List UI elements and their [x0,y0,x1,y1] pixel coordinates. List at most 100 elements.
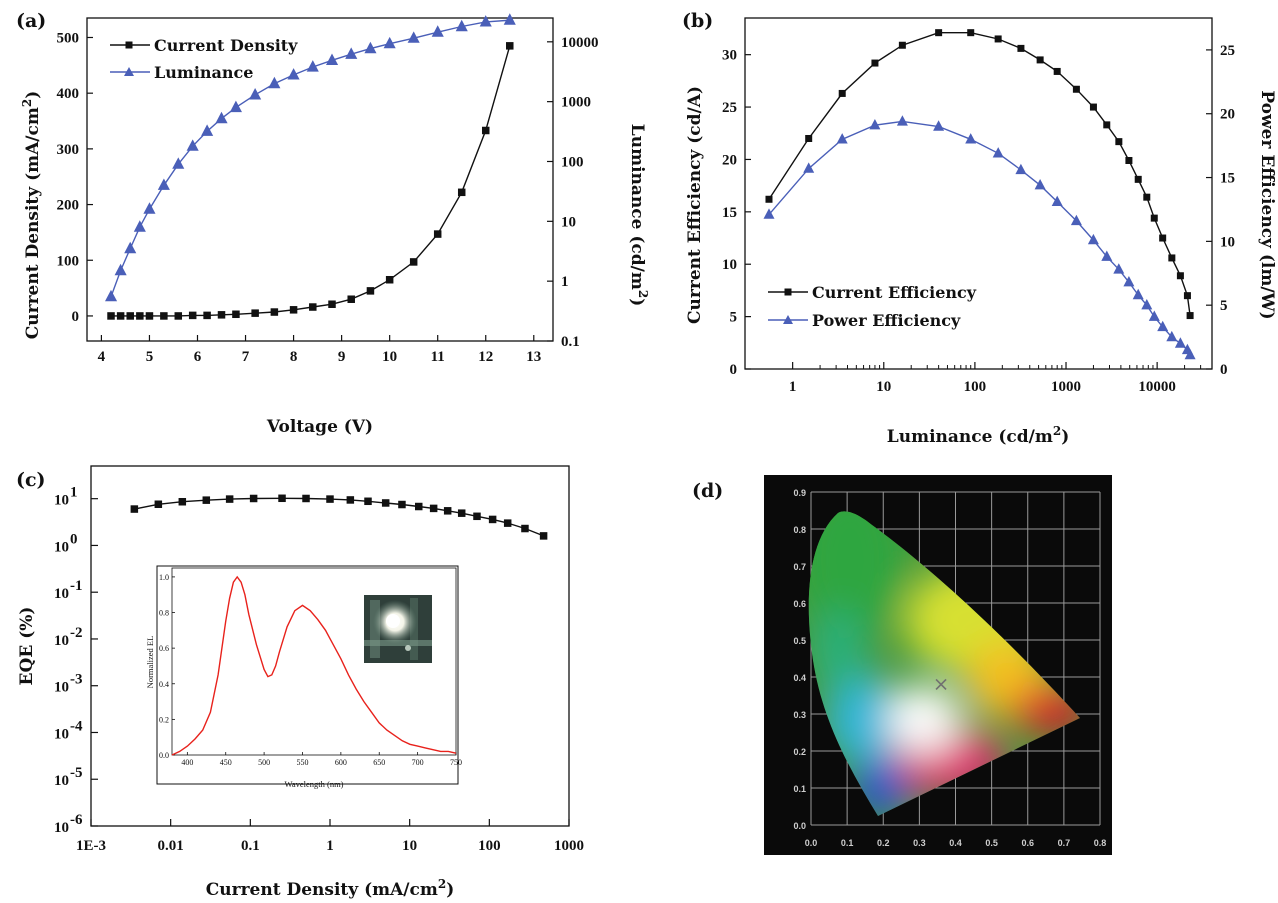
panel-b-frame [744,17,1213,370]
inset-y-tick-label: 0.0 [159,751,169,760]
current-efficiency-point [1176,272,1184,280]
y-tick-exponent: -6 [70,812,83,828]
current-density-point [174,312,183,320]
panel-c-y-title: EQE (%) [17,607,37,686]
inset-frame [171,567,457,756]
current-density-point [126,312,134,320]
y-tick-label: 200 [57,198,80,214]
luminance-point [133,220,146,232]
cie-point [935,678,947,690]
cie-y-tick-label: 0.2 [793,747,806,757]
x-tick-label: 7 [242,349,250,365]
inset-y-tick-label: 0.6 [159,644,169,653]
power-efficiency-point [965,133,977,144]
luminance-point [455,19,468,32]
current-density-point [107,312,115,320]
y-tick-label: 100 [57,253,80,269]
y-tick-label: 10 [722,257,737,273]
current-density-point [116,312,125,320]
y-tick-exponent: -1 [70,578,83,594]
current-density-point [270,308,279,316]
x-tick-label: 10 [402,838,417,854]
y2-tick-label: 10000 [561,35,599,51]
inset-y-tick-label: 0.4 [159,680,169,689]
power-efficiency-point [1034,179,1046,190]
current-efficiency-point [1150,214,1158,222]
x-tick-label: 10000 [1138,379,1176,395]
x-tick-label: 1 [789,379,797,395]
panel-a-x-ticks: 4 5 6 7 8 9 10 11 12 13 [98,335,541,365]
luminance-point [503,13,516,25]
cie-y-tick-label: 0.9 [793,488,806,498]
power-efficiency-point [933,120,945,131]
power-efficiency-point [1166,330,1178,342]
current-density-point [347,295,355,303]
panel-a-y2-ticks: 0.1 1 10 100 1000 10000 [547,35,599,350]
panel-c-label: (c) [16,469,46,491]
current-efficiency-point [1159,234,1167,242]
x-tick-label: 1E-3 [76,838,106,854]
y-tick-label: 10 [54,726,69,742]
y-tick-label: 10 [54,539,69,555]
current-efficiency-point [1125,156,1133,164]
cie-x-tick-label: 0.2 [877,838,890,848]
panel-b-series [763,29,1196,360]
y-tick-exponent: 1 [70,485,78,501]
legend-square-icon [784,288,792,296]
power-efficiency-point [869,119,881,130]
y-tick-label: 0 [72,309,80,325]
y2-tick-label: 25 [1220,43,1235,59]
luminance-point [364,41,377,54]
legend-triangle-icon [124,67,134,76]
luminance-point [383,36,396,49]
panel-d-label: (d) [692,480,723,502]
panel-b-legend: Current Efficiency Power Efficiency [768,283,977,330]
y-tick-label: 300 [57,142,80,158]
current-efficiency-point [967,29,975,37]
cie-x-tick-label: 0.1 [841,838,854,848]
panel-a-frame [86,17,554,342]
current-density-point [251,309,259,317]
legend-triangle-icon [783,315,793,324]
current-density-point [433,230,442,238]
y2-tick-label: 5 [1220,298,1228,314]
current-efficiency-point [765,195,773,203]
current-efficiency-point [1017,44,1025,52]
inset-y-ticks: 0.0 0.2 0.4 0.6 0.8 1.0 [159,573,175,760]
y2-tick-label: 1 [561,274,569,290]
luminance-point [172,157,185,169]
eqe-point [429,504,438,513]
y2-tick-label: 100 [561,154,584,170]
y-tick-exponent: -3 [70,672,83,688]
inset-series [171,575,457,756]
current-density-point [145,312,154,320]
inset-x-tick-label: 450 [220,758,232,767]
inset-x-tick-label: 750 [450,758,462,767]
cie-x-tick-label: 0.8 [1094,838,1107,848]
eqe-point [130,505,139,513]
cie-x-tick-label: 0.5 [985,838,998,848]
panel-b-y-ticks: 0 5 10 15 20 25 30 [722,48,751,378]
cie-marker-stroke [935,678,947,690]
x-tick-label: 100 [478,838,501,854]
current-efficiency-point [1036,56,1044,64]
y-tick-label: 10 [54,633,69,649]
current-density-point [481,126,490,135]
y-tick-label: 400 [57,86,80,102]
y2-tick-label: 0.1 [561,334,580,350]
luminance-point [287,68,300,80]
power-efficiency-point [1101,250,1113,261]
y2-tick-label: 10 [561,214,576,230]
y-tick-label: 0 [730,362,738,378]
current-efficiency-point [1072,85,1080,93]
panel-c-x-ticks: 1E-3 0.01 0.1 1 10 100 1000 [76,819,584,854]
luminance-point [215,111,228,124]
y2-tick-label: 1000 [561,95,591,111]
current-efficiency-point [1115,138,1123,146]
panel-a-y-ticks: 0 100 200 300 400 500 [57,30,93,325]
luminance-point [105,289,118,302]
eqe-point [178,497,187,506]
legend-square-icon [125,41,133,49]
power-efficiency-point [1174,337,1186,348]
